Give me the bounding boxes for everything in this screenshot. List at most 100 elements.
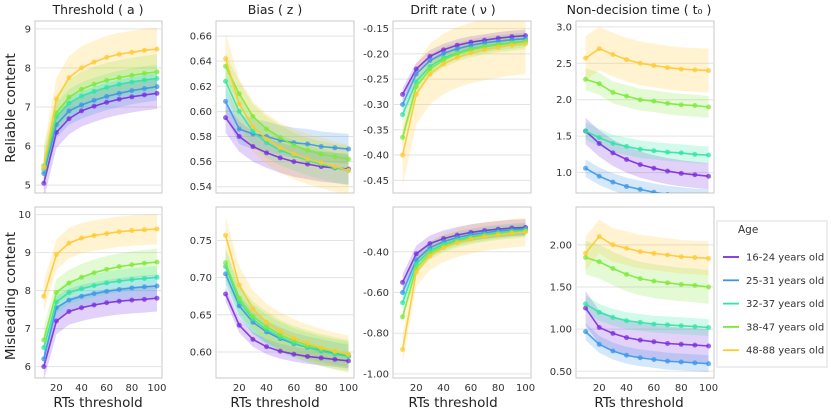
- data-point: [79, 305, 85, 311]
- x-axis-labels: RTs threshold RTs threshold RTs threshol…: [53, 395, 683, 411]
- data-point: [651, 278, 657, 284]
- data-point: [400, 91, 406, 97]
- x-tick-label: 80: [315, 383, 328, 394]
- data-point: [305, 156, 311, 162]
- data-point: [523, 41, 529, 47]
- data-point: [413, 251, 419, 257]
- data-point: [651, 356, 657, 362]
- data-point: [441, 245, 447, 251]
- data-point: [291, 142, 297, 148]
- confidence-band: [585, 117, 709, 190]
- data-point: [624, 156, 630, 162]
- series-line: [401, 230, 526, 318]
- panel-misleading-bias: 0.60 0.65 0.70 0.75 20 40 60 80 100: [190, 206, 358, 394]
- data-point: [441, 57, 447, 63]
- confidence-band: [585, 26, 709, 93]
- x-tick-label: 100: [699, 383, 718, 394]
- data-point: [250, 144, 256, 150]
- data-point: [692, 324, 698, 330]
- data-point: [413, 79, 419, 85]
- data-point: [692, 151, 698, 157]
- data-point: [583, 250, 589, 256]
- data-point: [400, 134, 406, 140]
- data-point: [154, 226, 160, 232]
- x-axis-label-col4: RTs threshold: [594, 395, 683, 411]
- data-point: [665, 252, 671, 258]
- data-point: [318, 160, 324, 166]
- y-tick-label: 9: [25, 24, 31, 35]
- x-tick-label: 60: [465, 383, 478, 394]
- data-point: [277, 155, 283, 161]
- panel-misleading-threshold: 6 7 8 9 10 20 40 60 80 100: [18, 206, 167, 394]
- data-point: [154, 46, 160, 52]
- data-point: [610, 179, 616, 185]
- data-point: [454, 51, 460, 57]
- x-axis-label-col2: RTs threshold: [230, 395, 319, 411]
- y-tick-label: 1.5: [556, 132, 572, 143]
- data-point: [624, 352, 630, 358]
- data-point: [678, 341, 684, 347]
- series-line: [584, 307, 709, 347]
- data-point: [468, 50, 474, 56]
- data-point: [41, 165, 47, 171]
- data-point: [413, 257, 419, 263]
- data-point: [596, 140, 602, 146]
- data-point: [223, 260, 229, 266]
- data-point: [583, 128, 589, 134]
- x-tick-label: 40: [75, 383, 88, 394]
- data-point: [264, 324, 270, 330]
- data-point: [637, 249, 643, 255]
- data-point: [116, 264, 122, 270]
- data-point: [305, 147, 311, 153]
- confidence-band: [225, 216, 349, 373]
- confidence-band: [225, 53, 349, 172]
- data-point: [692, 282, 698, 288]
- x-axis-label-col1: RTs threshold: [53, 395, 142, 411]
- data-point: [637, 60, 643, 66]
- confidence-band: [225, 251, 349, 372]
- data-point: [610, 140, 616, 146]
- data-point: [610, 242, 616, 248]
- data-point: [291, 351, 297, 357]
- data-point: [637, 319, 643, 325]
- legend-entry: 38-47 years old: [746, 322, 824, 333]
- confidence-band: [402, 34, 526, 145]
- data-point: [154, 295, 160, 301]
- data-point: [332, 154, 338, 160]
- series-line: [585, 47, 709, 72]
- data-point: [264, 140, 270, 146]
- data-point: [583, 305, 589, 311]
- data-point: [596, 46, 602, 52]
- x-tick-label: 80: [492, 383, 505, 394]
- data-point: [679, 193, 684, 198]
- data-point: [223, 115, 229, 121]
- data-point: [141, 70, 147, 76]
- plot-area: [583, 219, 712, 373]
- y-tick-label: -0.35: [363, 125, 389, 136]
- data-point: [624, 143, 630, 149]
- x-tick-label: 60: [288, 383, 301, 394]
- data-point: [665, 340, 671, 346]
- panel-reliable-threshold: 5 6 7 8 9: [25, 20, 163, 194]
- data-point: [104, 93, 110, 99]
- data-point: [624, 183, 630, 189]
- data-point: [79, 108, 85, 114]
- data-point: [66, 116, 72, 122]
- data-point: [236, 134, 242, 140]
- data-point: [454, 240, 460, 246]
- data-point: [223, 56, 229, 62]
- data-point: [223, 271, 229, 277]
- data-point: [305, 141, 311, 147]
- legend-items: 16-24 years old 25-31 years old 32-37 year…: [723, 253, 824, 357]
- data-point: [154, 84, 160, 90]
- data-point: [427, 66, 433, 72]
- panel-misleading-ndt: 0.50 1.00 1.50 2.00 20 40 60 80 100: [550, 206, 718, 394]
- data-point: [400, 290, 406, 295]
- y-tick-label: 0.50: [550, 367, 572, 378]
- data-point: [678, 323, 684, 329]
- data-point: [264, 136, 270, 142]
- data-point: [250, 313, 256, 319]
- data-point: [624, 271, 630, 277]
- data-point: [610, 314, 616, 320]
- y-tick-label: 5: [25, 181, 31, 192]
